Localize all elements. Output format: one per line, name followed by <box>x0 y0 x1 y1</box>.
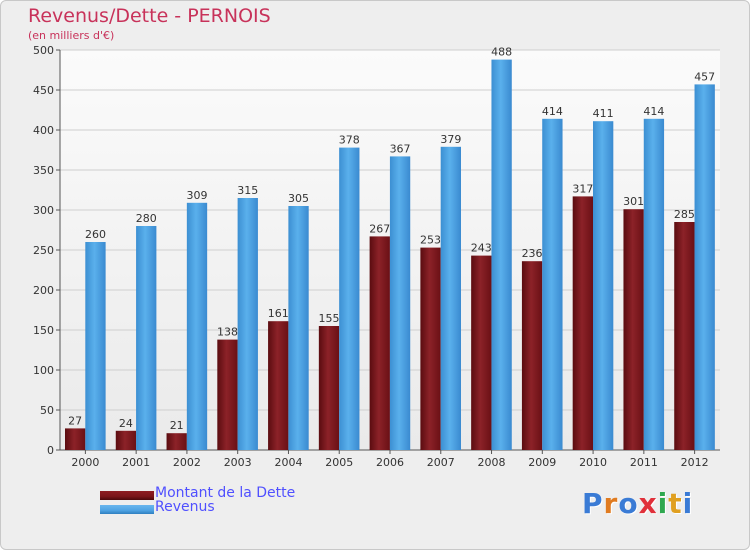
bar-dette <box>217 339 238 450</box>
legend-label-dette: Montant de la Dette <box>155 485 296 501</box>
bar-revenus <box>186 202 208 450</box>
data-label: 378 <box>339 134 360 147</box>
data-label: 161 <box>268 307 289 320</box>
y-tick-label: 150 <box>33 324 54 337</box>
x-tick-label: 2006 <box>376 456 404 469</box>
x-tick-label: 2003 <box>224 456 252 469</box>
chart-title: Revenus/Dette - PERNOIS <box>28 5 271 27</box>
logo-letter: t <box>668 487 683 520</box>
y-tick-label: 0 <box>47 444 54 457</box>
y-tick-label: 300 <box>33 204 54 217</box>
x-tick-label: 2009 <box>528 456 556 469</box>
bar-revenus <box>694 84 715 451</box>
x-tick-label: 2001 <box>122 456 150 469</box>
bar-revenus <box>643 118 665 451</box>
bar-revenus <box>85 242 106 450</box>
y-tick-label: 450 <box>33 84 54 97</box>
bar-dette <box>65 428 86 450</box>
data-label: 21 <box>170 419 184 432</box>
logo-letter: r <box>603 487 619 520</box>
data-label: 457 <box>694 70 715 83</box>
data-label: 414 <box>542 105 563 118</box>
bar-dette <box>115 430 137 450</box>
bar-dette <box>674 222 695 450</box>
data-label: 367 <box>390 142 411 155</box>
x-tick-label: 2012 <box>681 456 709 469</box>
bar-revenus <box>389 156 411 450</box>
y-tick-label: 350 <box>33 164 54 177</box>
data-label: 236 <box>522 247 543 260</box>
bar-revenus <box>339 147 360 450</box>
bar-dette <box>268 321 289 450</box>
bar-dette <box>623 209 644 450</box>
bar-revenus <box>136 226 157 450</box>
logo-letter: P <box>582 487 604 520</box>
data-label: 309 <box>187 189 208 202</box>
bar-dette <box>572 196 593 450</box>
y-tick-label: 400 <box>33 124 54 137</box>
data-label: 253 <box>420 234 441 247</box>
data-label: 24 <box>119 417 133 430</box>
y-tick-label: 200 <box>33 284 54 297</box>
data-label: 260 <box>85 228 106 241</box>
bar-dette <box>369 236 390 450</box>
proxiti-logo: Proxiti <box>582 487 693 520</box>
bar-revenus <box>593 121 614 450</box>
legend-label-revenus: Revenus <box>155 499 215 515</box>
bar-dette <box>420 247 441 450</box>
data-label: 315 <box>237 184 258 197</box>
bar-dette <box>471 255 492 450</box>
legend-swatch-revenus <box>100 505 154 514</box>
data-label: 414 <box>643 105 664 118</box>
x-tick-label: 2004 <box>274 456 302 469</box>
bar-revenus <box>542 118 563 451</box>
bar-dette <box>166 433 187 450</box>
data-label: 488 <box>491 46 512 59</box>
bar-revenus <box>440 146 461 451</box>
data-label: 317 <box>572 182 593 195</box>
data-label: 155 <box>319 312 340 325</box>
chart-subtitle: (en milliers d'€) <box>28 29 115 42</box>
data-label: 305 <box>288 192 309 205</box>
bar-dette <box>318 326 340 450</box>
logo-letter: o <box>618 487 639 520</box>
x-tick-label: 2010 <box>579 456 607 469</box>
y-tick-label: 250 <box>33 244 54 257</box>
data-label: 411 <box>593 107 614 120</box>
data-label: 379 <box>440 133 461 146</box>
y-tick-label: 50 <box>40 404 54 417</box>
data-label: 280 <box>136 212 157 225</box>
logo-letter: i <box>657 487 669 520</box>
bar-revenus <box>288 206 309 450</box>
bar-dette <box>521 261 543 450</box>
x-tick-label: 2000 <box>71 456 99 469</box>
legend-swatch-dette <box>100 491 154 500</box>
logo-letter: i <box>682 487 694 520</box>
x-tick-label: 2007 <box>427 456 455 469</box>
x-tick-label: 2005 <box>325 456 353 469</box>
data-label: 138 <box>217 326 238 339</box>
data-label: 243 <box>471 242 492 255</box>
x-tick-label: 2008 <box>478 456 506 469</box>
x-tick-label: 2002 <box>173 456 201 469</box>
bar-revenus <box>237 198 258 450</box>
data-label: 267 <box>369 222 390 235</box>
y-tick-label: 100 <box>33 364 54 377</box>
y-tick-label: 500 <box>33 44 54 57</box>
data-label: 285 <box>674 208 695 221</box>
bar-revenus <box>491 59 512 450</box>
data-label: 27 <box>68 414 82 427</box>
x-tick-label: 2011 <box>630 456 658 469</box>
logo-letter: x <box>638 487 658 520</box>
data-label: 301 <box>623 195 644 208</box>
